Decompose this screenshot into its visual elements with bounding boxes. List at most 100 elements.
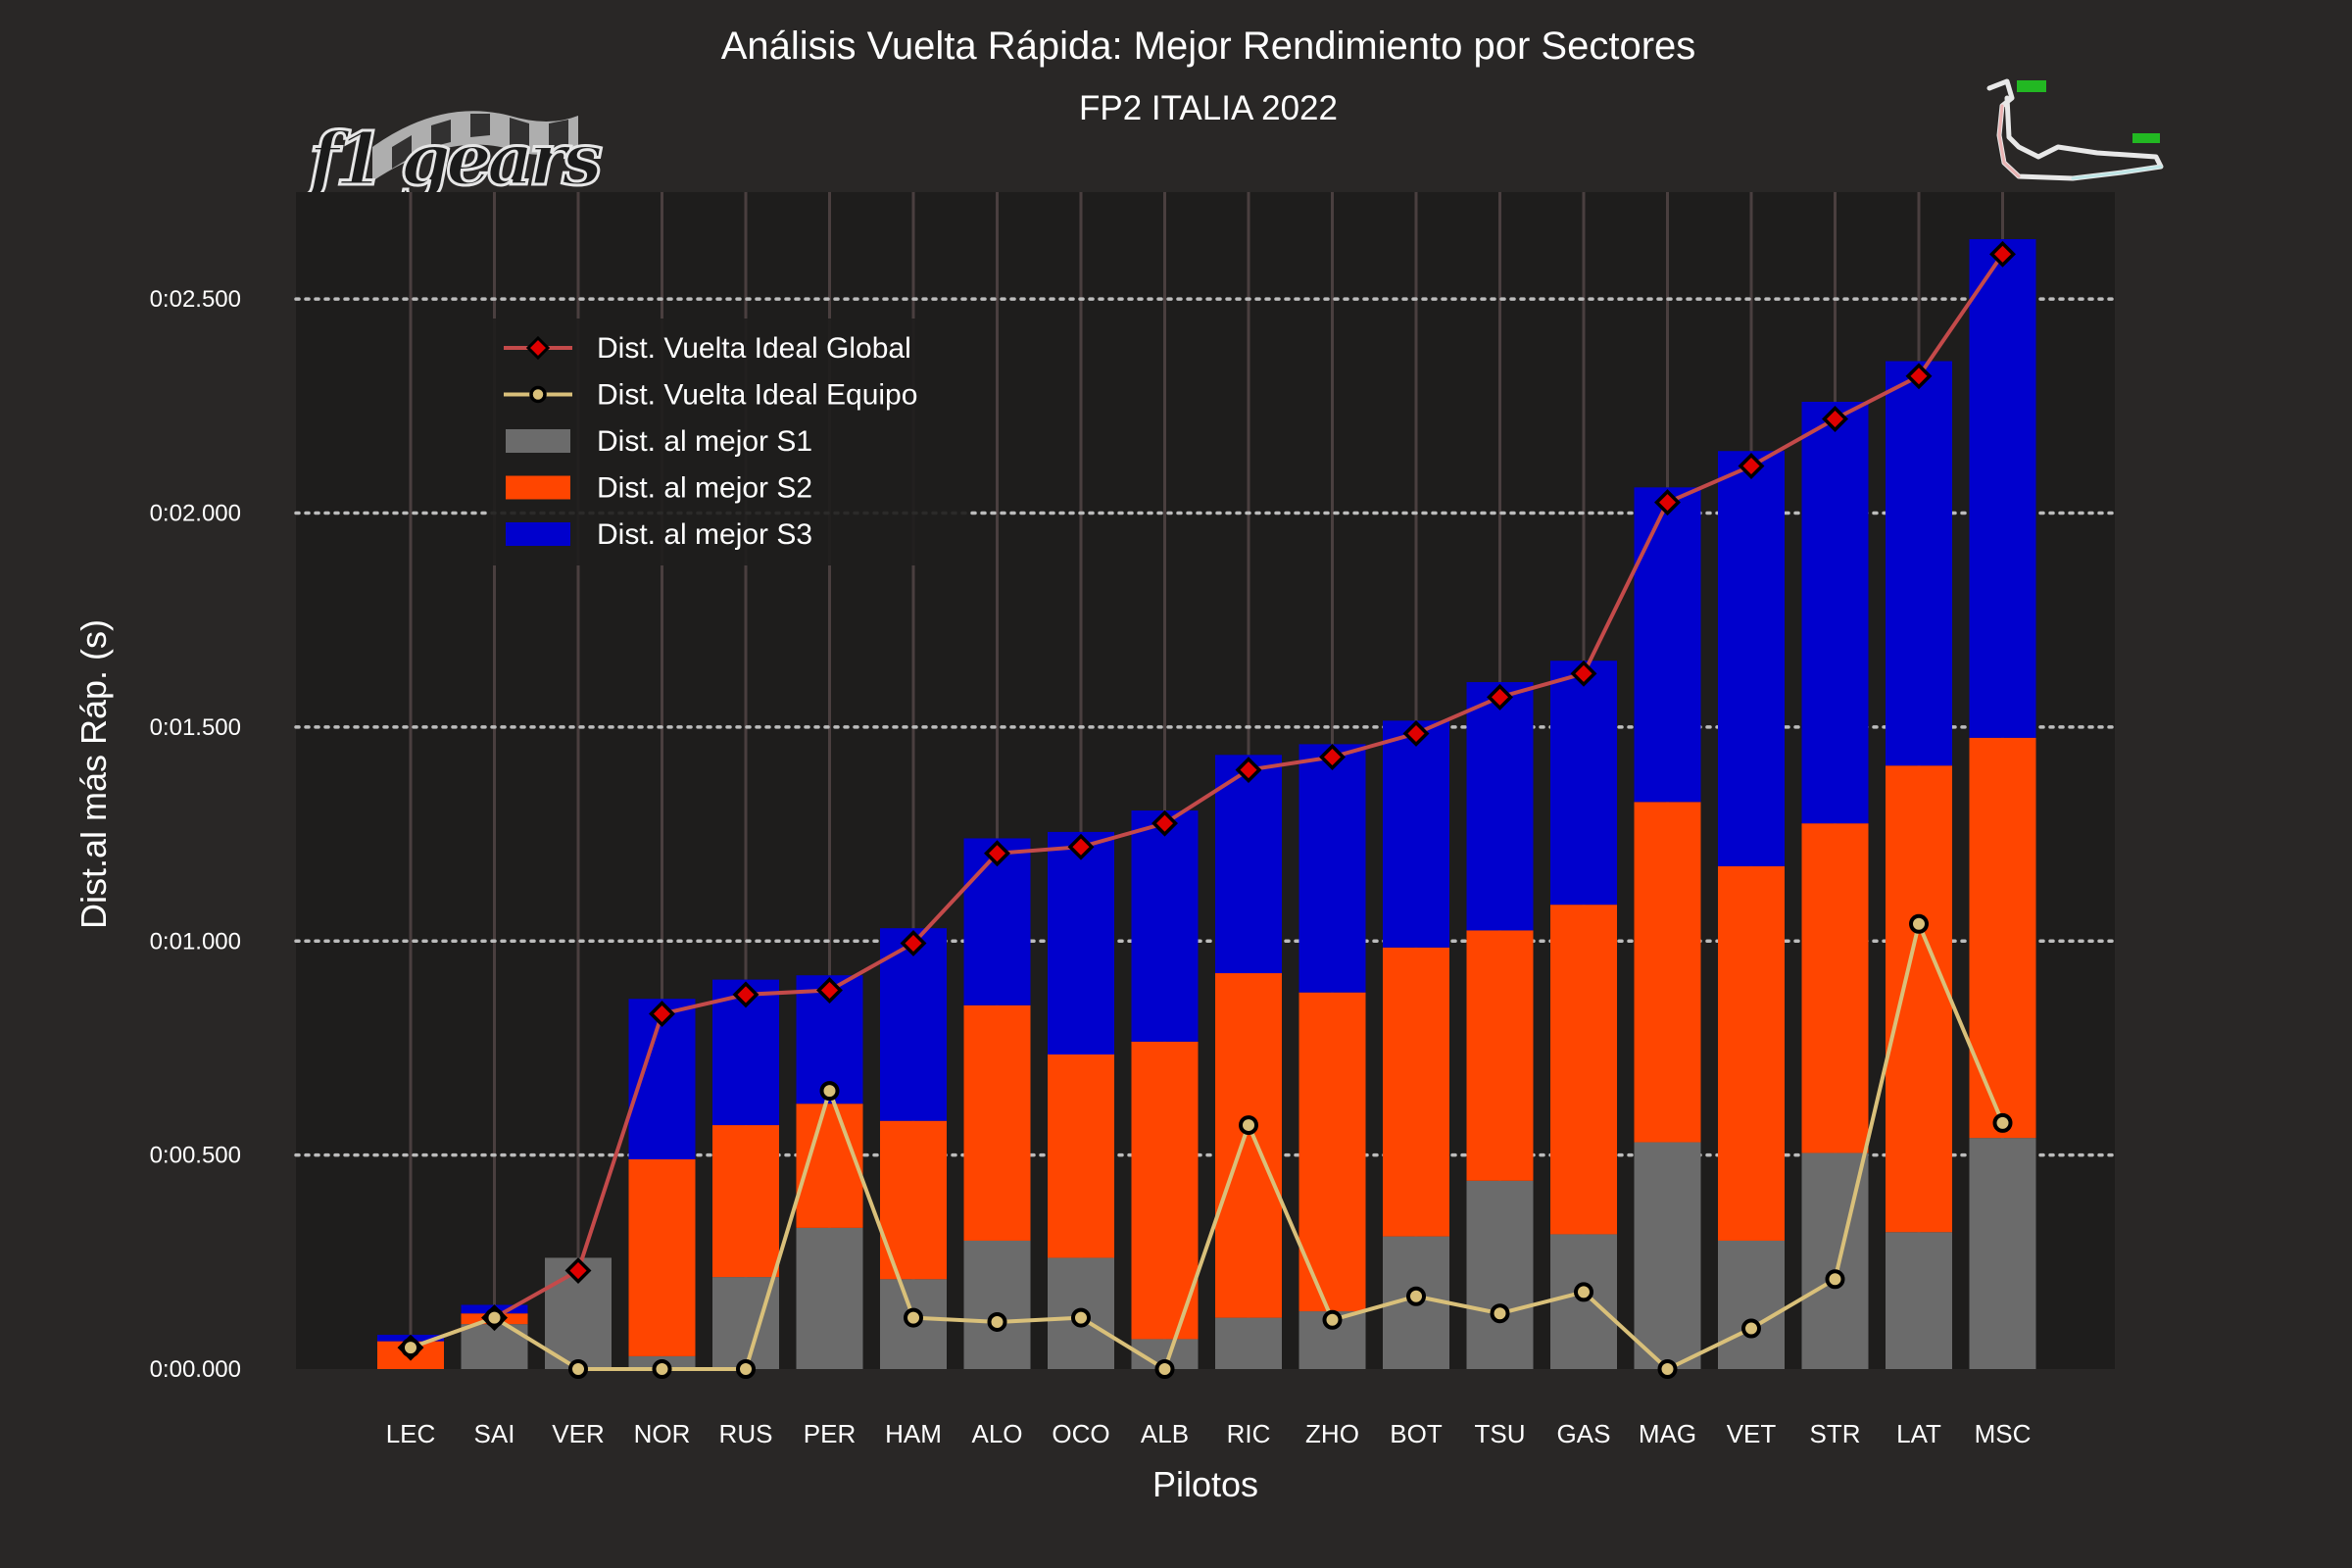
chart-subtitle: FP2 ITALIA 2022: [1079, 89, 1338, 127]
y-tick-label: 0:00.000: [150, 1356, 241, 1383]
legend-label: Dist. Vuelta Ideal Equipo: [597, 379, 917, 412]
ideal-global-point: [1989, 240, 2016, 268]
x-tick-label: MSC: [1975, 1419, 2032, 1448]
bar-s1: [1466, 1180, 1534, 1369]
x-tick-label: SAI: [474, 1419, 515, 1448]
bar-s1: [1215, 1317, 1282, 1369]
y-tick-label: 0:02.500: [150, 286, 241, 313]
ideal-global-point: [1319, 744, 1346, 770]
bar-s2: [1383, 947, 1449, 1237]
plot-area: 0:00.000 0:00.500 0:01.000 0:01.500 0:02.000…: [150, 192, 2117, 1448]
ideal-global-point: [1402, 719, 1430, 747]
bar-s1: [1718, 1240, 1785, 1369]
ideal-global-point: [1570, 660, 1597, 687]
bar-s3: [1801, 401, 1869, 824]
ideal-team-point: [987, 1311, 1007, 1332]
x-tick-label: LAT: [1896, 1419, 1941, 1448]
ideal-global-point: [816, 977, 843, 1004]
legend-marker: [529, 385, 547, 404]
bars: [377, 239, 2036, 1369]
y-axis-label: Dist.al más Ráp. (s): [74, 619, 114, 929]
x-tick-label: VET: [1727, 1419, 1777, 1448]
lines: [397, 240, 2016, 1379]
legend-marker: [525, 335, 551, 361]
ideal-team-point: [1071, 1307, 1091, 1328]
x-tick-label: MAG: [1639, 1419, 1696, 1448]
ideal-global-point: [1738, 453, 1765, 479]
ideal-global-point: [1654, 489, 1681, 516]
bar-s3: [1048, 831, 1114, 1055]
ideal-global-point: [984, 840, 1010, 867]
ideal-global-point: [1487, 683, 1513, 710]
x-tick-label: PER: [804, 1419, 856, 1448]
bar-s3: [1969, 239, 2036, 738]
bar-s1: [1886, 1232, 1952, 1369]
ideal-team-point: [1239, 1115, 1258, 1136]
x-tick-label: STR: [1810, 1419, 1861, 1448]
bar-s2: [1048, 1054, 1114, 1258]
bar-s2: [963, 1004, 1031, 1241]
bar-s2: [712, 1125, 779, 1278]
bar-s2: [1131, 1041, 1199, 1340]
ideal-team-point: [736, 1359, 756, 1379]
legend-label: Dist. al mejor S2: [597, 472, 812, 505]
ideal-team-point: [401, 1338, 420, 1358]
bar-s2: [1718, 865, 1785, 1241]
x-tick-label: ZHO: [1305, 1419, 1359, 1448]
x-tick-label: RIC: [1227, 1419, 1271, 1448]
x-axis-label: Pilotos: [1152, 1464, 1258, 1504]
bar-s3: [1718, 451, 1785, 866]
ideal-team-point: [1322, 1309, 1343, 1330]
y-tick-label: 0:02.000: [150, 501, 241, 527]
ideal-global-point: [900, 929, 927, 956]
bar-s3: [1886, 361, 1952, 766]
ideal-team-point: [1574, 1282, 1593, 1302]
bar-s2: [1466, 930, 1534, 1181]
ideal-team-point: [652, 1359, 672, 1379]
bar-s2: [1215, 973, 1282, 1318]
ideal-team-point: [1992, 1112, 2013, 1133]
legend-swatch: [506, 522, 570, 546]
ideal-team-point: [484, 1307, 505, 1328]
ideal-team-point: [1657, 1359, 1678, 1379]
bar-s3: [880, 928, 947, 1121]
legend-swatch: [506, 475, 570, 500]
f1gears-logo: f1 gears: [303, 111, 605, 204]
bar-s2: [1634, 802, 1701, 1143]
legend-label: Dist. Vuelta Ideal Global: [597, 332, 911, 365]
ideal-team-point: [1406, 1286, 1426, 1306]
bar-s1: [1634, 1142, 1701, 1369]
ideal-global-point: [1235, 757, 1262, 784]
x-tick-label: NOR: [634, 1419, 691, 1448]
ideal-global-line: [410, 253, 2005, 1350]
logo-text: f1 gears: [304, 118, 603, 202]
legend-swatch: [506, 429, 570, 453]
bar-s1: [796, 1227, 863, 1369]
ideal-team-point: [1154, 1359, 1175, 1379]
bar-s3: [1550, 661, 1617, 906]
bar-s2: [628, 1159, 696, 1356]
ideal-global-point: [1152, 809, 1178, 837]
ideal-team-point: [904, 1307, 923, 1328]
ideal-team-point: [819, 1081, 840, 1102]
ideal-team-point: [1741, 1318, 1761, 1339]
bar-s2: [1550, 905, 1617, 1235]
ideal-team-point: [1490, 1303, 1510, 1324]
legend-label: Dist. al mejor S3: [597, 518, 812, 551]
bar-s3: [1634, 487, 1701, 803]
x-tick-label: LEC: [386, 1419, 436, 1448]
ideal-team-point: [1825, 1269, 1845, 1290]
ideal-global-point: [1905, 363, 1933, 390]
bar-s2: [1801, 823, 1869, 1153]
bar-s2: [1969, 737, 2036, 1139]
y-tick-label: 0:01.500: [150, 714, 241, 741]
ideal-global-point: [649, 1001, 675, 1027]
y-tick-label: 0:00.500: [150, 1143, 241, 1169]
ideal-team-point: [1909, 913, 1929, 934]
bar-s3: [1466, 682, 1534, 931]
chart-title: Análisis Vuelta Rápida: Mejor Rendimient…: [721, 24, 1696, 68]
ideal-global-point: [564, 1257, 592, 1285]
legend-label: Dist. al mejor S1: [597, 425, 812, 458]
ideal-team-line: [410, 921, 2005, 1371]
bar-s1: [1969, 1138, 2036, 1369]
